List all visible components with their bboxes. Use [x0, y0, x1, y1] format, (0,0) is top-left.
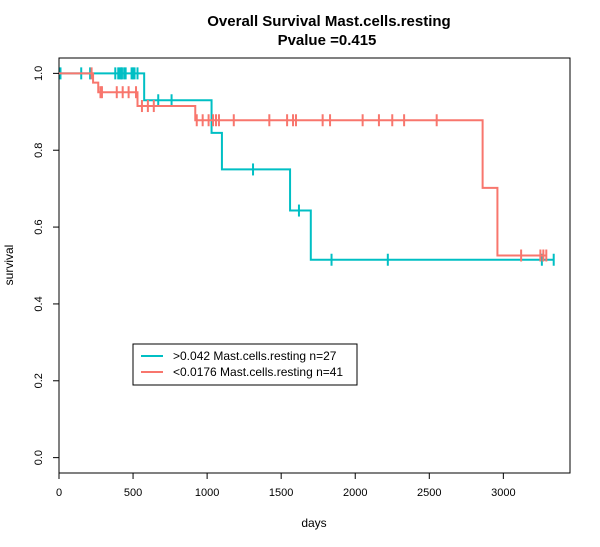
y-axis-label: survival: [2, 245, 16, 286]
y-tick-label: 0.4: [33, 296, 45, 311]
legend-box: [132, 343, 358, 386]
y-tick-label: 0.8: [33, 143, 45, 158]
series-1-curve: [59, 72, 547, 257]
series-0-curve: [59, 72, 554, 261]
y-tick-label: 0.6: [33, 219, 45, 234]
series-layer: [59, 67, 555, 266]
x-tick-label: 0: [56, 487, 62, 499]
x-tick-label: 1000: [195, 487, 219, 499]
x-tick-label: 2000: [343, 487, 367, 499]
legend-entry-0: >0.042 Mast.cells.resting n=27: [173, 349, 337, 363]
y-tick-label: 0.0: [33, 450, 45, 465]
legend-entry-1: <0.0176 Mast.cells.resting n=41: [173, 365, 343, 379]
x-tick-label: 1500: [269, 487, 293, 499]
x-axis: 0 500 1000 1500 2000 2500 3000: [56, 473, 516, 499]
chart-subtitle: Pvalue =0.415: [278, 32, 377, 49]
x-tick-label: 2500: [417, 487, 441, 499]
x-tick-label: 3000: [491, 487, 515, 499]
x-axis-label: days: [301, 516, 326, 530]
plot-frame: [58, 57, 571, 474]
y-axis: 0.0 0.2 0.4 0.6 0.8 1.0: [33, 66, 59, 465]
y-tick-label: 1.0: [33, 66, 45, 81]
y-tick-label: 0.2: [33, 373, 45, 388]
legend: >0.042 Mast.cells.resting n=27 <0.0176 M…: [132, 343, 358, 386]
x-tick-label: 500: [124, 487, 142, 499]
chart-title: Overall Survival Mast.cells.resting: [207, 13, 450, 30]
